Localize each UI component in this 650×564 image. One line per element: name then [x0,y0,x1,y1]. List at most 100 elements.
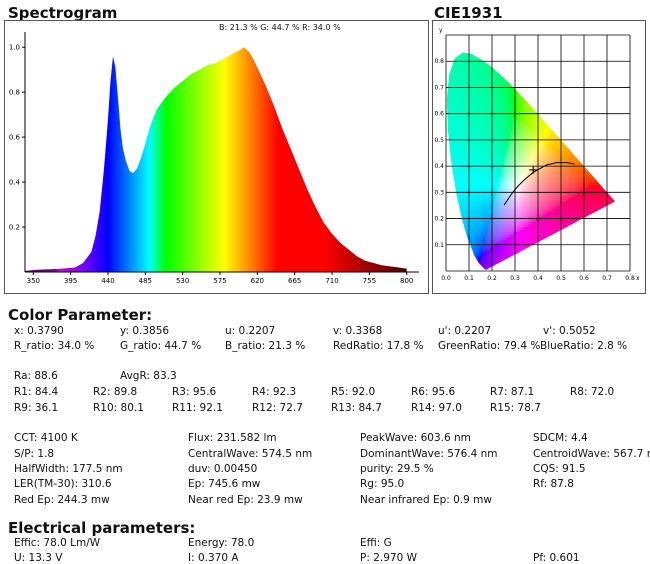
x-tick-label: 0.1 [464,275,474,282]
y-tick-label: 1.0 [9,44,20,52]
param-blue-ratio: BlueRatio: 2.8 % [540,340,628,352]
param-flux: Flux: 231.582 lm [188,432,277,444]
elec-effic: Effic: 78.0 Lm/W [14,537,101,549]
x-tick-label: 620 [251,277,264,285]
param-ra: Ra: 88.6 [14,370,58,382]
param-r10: R10: 80.1 [93,402,144,414]
x-tick-label: 0.6 [579,275,589,282]
param-near-infrared-ep: Near infrared Ep: 0.9 mw [360,494,492,506]
param-r11: R11: 92.1 [172,402,223,414]
param-v: v: 0.3368 [333,325,383,337]
param-r2: R2: 89.8 [93,386,138,398]
param-green-ratio: GreenRatio: 79.4 % [438,340,541,352]
x-tick-label: 0.8 [625,275,635,282]
param-cct: CCT: 4100 K [14,432,78,444]
param-rf: Rf: 87.8 [533,478,574,490]
x-tick-label: 710 [325,277,338,285]
param-r12: R12: 72.7 [252,402,303,414]
param-ler: LER(TM-30): 310.6 [14,478,112,490]
y-tick-label: 0.1 [434,242,444,249]
x-tick-label: 440 [101,277,114,285]
x-tick-label: 665 [288,277,301,285]
planckian-locus [503,162,575,206]
electrical-heading: Electrical parameters: [8,519,196,537]
param-purity: purity: 29.5 % [360,463,434,475]
param-r8: R8: 72.0 [570,386,615,398]
y-tick-label: 0.7 [434,84,444,91]
x-tick-label: 0.3 [510,275,520,282]
y-axis-label: y [439,27,443,34]
param-b-ratio: B_ratio: 21.3 % [225,340,306,352]
param-red-ratio: RedRatio: 17.8 % [333,340,424,352]
x-tick-label: 755 [363,277,376,285]
spectrogram-title: Spectrogram [8,4,118,22]
param-r4: R4: 92.3 [252,386,297,398]
param-u-prime: u': 0.2207 [438,325,492,337]
param-u: u: 0.2207 [225,325,276,337]
param-x: x: 0.3790 [14,325,64,337]
elec-pf: Pf: 0.601 [533,552,580,564]
y-tick-label: 0.5 [434,137,444,144]
cie-chart: 0.0 0.1 0.2 0.3 0.4 0.5 0.6 0.7 0.8 0.1 0.2 0.3 0.4 0… [434,27,640,282]
x-tick-label: 575 [213,277,226,285]
param-v-prime: v': 0.5052 [543,325,596,337]
param-r14: R14: 97.0 [411,402,462,414]
spectrogram-chart: 350 395 440 485 530 575 620 665 710 755 800 1.0 0.8 0… [9,32,419,285]
x-tick-label: 800 [400,277,413,285]
param-centroid-wave: CentroidWave: 567.7 nm [533,448,650,460]
param-sdcm: SDCM: 4.4 [533,432,588,444]
color-parameter-heading: Color Parameter: [8,306,153,324]
param-peak-wave: PeakWave: 603.6 nm [360,432,471,444]
y-tick-label: 0.8 [434,58,444,65]
spectrogram-legend: B: 21.3 % G: 44.7 % R: 34.0 % [219,23,341,32]
y-tick-label: 0.3 [434,189,444,196]
param-sp: S/P: 1.8 [14,448,55,460]
x-tick-label: 395 [64,277,77,285]
param-y: y: 0.3856 [120,325,170,337]
x-tick-label: 0.5 [556,275,566,282]
x-tick-label: 0.0 [441,275,451,282]
x-tick-label: 530 [176,277,189,285]
param-r9: R9: 36.1 [14,402,59,414]
y-tick-label: 0.4 [434,163,444,170]
spectrogram-panel: B: 21.3 % G: 44.7 % R: 34.0 % 350 395 440 4… [4,20,429,294]
x-axis-label: x [636,275,640,282]
param-r13: R13: 84.7 [331,402,382,414]
param-rg: Rg: 95.0 [360,478,405,490]
param-red-ep: Red Ep: 244.3 mw [14,494,110,506]
param-duv: duv: 0.00450 [188,463,258,475]
param-central-wave: CentralWave: 574.5 nm [188,448,313,460]
y-tick-label: 0.6 [434,111,444,118]
elec-power: P: 2.970 W [360,552,417,564]
y-tick-label: 0.8 [9,89,20,97]
param-g-ratio: G_ratio: 44.7 % [120,340,202,352]
x-tick-label: 0.4 [533,275,543,282]
param-dominant-wave: DominantWave: 576.4 nm [360,448,498,460]
x-tick-label: 0.2 [487,275,497,282]
param-r3: R3: 95.6 [172,386,217,398]
param-r6: R6: 95.6 [411,386,456,398]
param-ep: Ep: 745.6 mw [188,478,261,490]
cie-title: CIE1931 [434,4,503,22]
param-r5: R5: 92.0 [331,386,376,398]
param-halfwidth: HalfWidth: 177.5 nm [14,463,123,475]
elec-effi: Effi: G [360,537,392,549]
x-tick-label: 485 [139,277,152,285]
param-r15: R15: 78.7 [490,402,541,414]
x-tick-label: 0.7 [602,275,612,282]
param-r1: R1: 84.4 [14,386,59,398]
y-tick-label: 0.4 [9,179,21,187]
y-tick-label: 0.2 [9,224,20,232]
param-near-red-ep: Near red Ep: 23.9 mw [188,494,303,506]
param-r-ratio: R_ratio: 34.0 % [14,340,95,352]
y-tick-label: 0.2 [434,216,444,223]
param-r7: R7: 87.1 [490,386,535,398]
param-cqs: CQS: 91.5 [533,463,586,475]
elec-energy: Energy: 78.0 [188,537,255,549]
elec-voltage: U: 13.3 V [14,552,63,564]
param-avgr: AvgR: 83.3 [120,370,177,382]
elec-current: I: 0.370 A [188,552,239,564]
spectrum-area [25,47,407,273]
cie-panel: 0.0 0.1 0.2 0.3 0.4 0.5 0.6 0.7 0.8 0.1 0.2 0.3 0.4 0… [432,20,646,294]
